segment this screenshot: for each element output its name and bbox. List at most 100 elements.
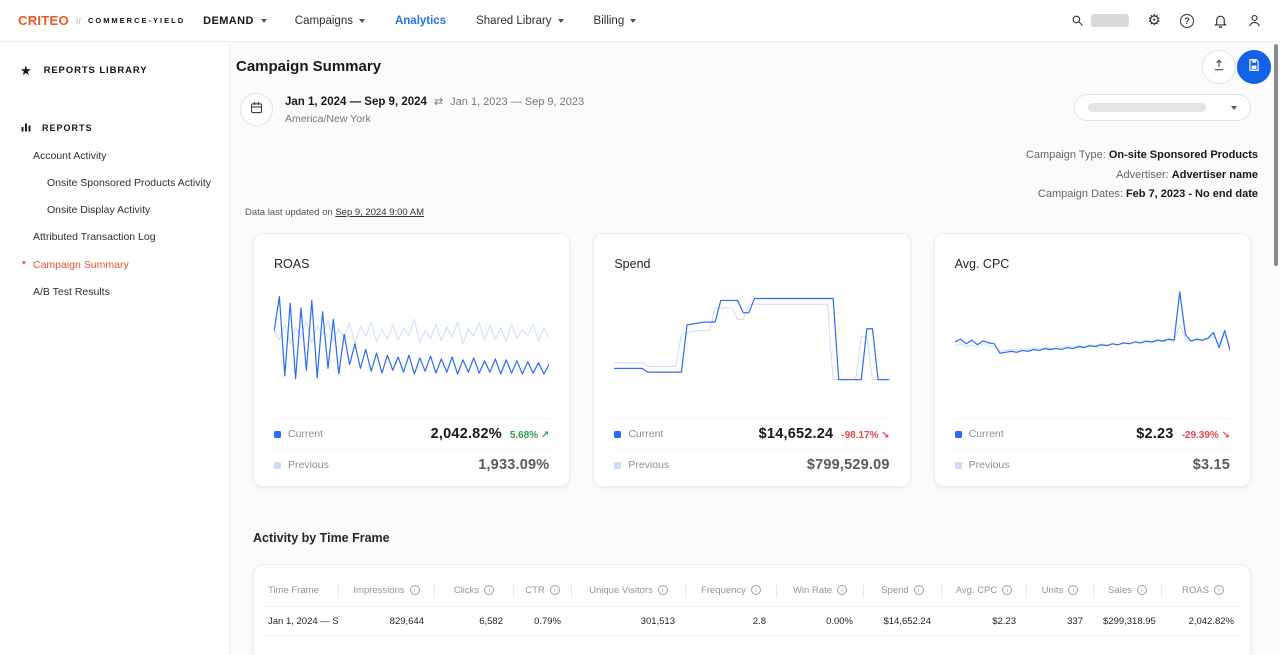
info-icon[interactable]: i bbox=[750, 585, 761, 595]
delta-up-badge: 5.68% ↗ bbox=[509, 430, 550, 441]
sidebar-item-a-b-test-results[interactable]: A/B Test Results bbox=[0, 279, 229, 306]
meta-label: Campaign Dates: bbox=[1037, 188, 1126, 200]
info-icon[interactable]: i bbox=[484, 585, 495, 595]
sidebar-item-label: Campaign Summary bbox=[33, 258, 129, 271]
search-query-redacted[interactable] bbox=[1090, 14, 1129, 27]
last-updated-prefix: Data last updated on bbox=[245, 207, 333, 218]
column-label: Spend bbox=[881, 584, 909, 596]
sidebar-item-onsite-sponsored-products-activity[interactable]: Onsite Sponsored Products Activity bbox=[0, 170, 229, 197]
column-header-spend[interactable]: Spend i bbox=[863, 582, 941, 598]
info-icon[interactable]: i bbox=[1068, 585, 1079, 595]
metric-card-rows: Current $14,652.24 -98.17% ↘ Previous $799,5… bbox=[614, 418, 890, 480]
cell-frequency: 2.8 bbox=[752, 615, 766, 627]
info-icon[interactable]: i bbox=[409, 585, 420, 595]
global-search[interactable] bbox=[1071, 14, 1129, 27]
legend-swatch bbox=[614, 430, 622, 438]
sidebar-item-reports-library[interactable]: ★ REPORTS LIBRARY bbox=[0, 48, 229, 93]
sparkline-spend bbox=[614, 284, 889, 386]
column-label: Win Rate bbox=[792, 584, 833, 596]
bar-chart-icon bbox=[20, 121, 32, 135]
column-header-unique-visitors[interactable]: Unique Visitors i bbox=[571, 582, 685, 598]
legend-swatch bbox=[614, 461, 622, 469]
column-label: CTR bbox=[525, 584, 545, 596]
page-scrollbar[interactable] bbox=[1274, 44, 1278, 266]
column-label: Units bbox=[1041, 584, 1064, 596]
column-header-win-rate[interactable]: Win Rate i bbox=[776, 582, 863, 598]
calendar-icon bbox=[249, 100, 264, 120]
brand-product-name: COMMERCE-YIELD bbox=[87, 16, 186, 25]
help-icon[interactable]: ? bbox=[1180, 13, 1194, 28]
column-label: Impressions bbox=[353, 584, 405, 596]
column-header-roas[interactable]: ROAS i bbox=[1161, 582, 1244, 598]
sidebar-item-label: A/B Test Results bbox=[33, 285, 110, 298]
export-icon bbox=[1212, 58, 1226, 77]
metric-card-avg-cpc: Avg. CPC Current $2.23 -29.39% ↘ Previous $3.… bbox=[933, 233, 1251, 487]
column-header-clicks[interactable]: Clicks i bbox=[434, 582, 513, 598]
sidebar-item-account-activity[interactable]: Account Activity bbox=[0, 143, 229, 170]
demand-dropdown[interactable]: DEMAND bbox=[203, 15, 267, 27]
user-icon[interactable] bbox=[1247, 13, 1262, 28]
info-icon[interactable]: i bbox=[549, 585, 560, 595]
metric-value: 2,042.82% bbox=[430, 426, 502, 442]
metric-previous-row: Previous $799,529.09 bbox=[614, 449, 890, 480]
cell-impressions: 829,644 bbox=[389, 615, 424, 627]
brand-logo[interactable]: CRITEO // COMMERCE-YIELD bbox=[18, 13, 185, 28]
metric-cards-row: ROAS Current 2,042.82% 5.68% ↗ Previous 1,933… bbox=[253, 233, 1251, 487]
main-nav: Campaigns Analytics Shared Library Billing bbox=[295, 15, 637, 27]
main-content: Campaign Summary Jan 1, 2024 — Sep 9, 20… bbox=[230, 42, 1280, 655]
cell-time-frame: Jan 1, 2024 — Se bbox=[268, 615, 338, 627]
reports-list: Account Activity Onsite Sponsored Product… bbox=[0, 143, 229, 306]
cell-clicks: 6,582 bbox=[479, 615, 503, 627]
sidebar-item-label: Account Activity bbox=[33, 150, 107, 162]
header-actions bbox=[1202, 50, 1271, 84]
column-header-ctr[interactable]: CTR i bbox=[513, 582, 571, 598]
column-label: Avg. CPC bbox=[955, 584, 998, 596]
column-header-time-frame[interactable]: Time Frame bbox=[262, 583, 338, 598]
info-icon[interactable]: i bbox=[1002, 585, 1013, 595]
column-header-impressions[interactable]: Impressions i bbox=[338, 582, 434, 598]
info-icon[interactable]: i bbox=[913, 585, 924, 595]
star-icon: ★ bbox=[20, 63, 33, 78]
search-icon bbox=[1071, 14, 1084, 27]
nav-item-label: Analytics bbox=[394, 14, 447, 27]
info-icon[interactable]: i bbox=[837, 585, 848, 595]
sidebar-item-onsite-display-activity[interactable]: Onsite Display Activity bbox=[0, 197, 229, 224]
info-icon[interactable]: i bbox=[1136, 585, 1147, 595]
metric-value-group: $799,529.09 bbox=[807, 457, 890, 473]
export-button[interactable] bbox=[1202, 50, 1236, 84]
save-button[interactable] bbox=[1237, 50, 1271, 84]
nav-item-shared-library[interactable]: Shared Library bbox=[476, 15, 564, 27]
column-label: Unique Visitors bbox=[589, 584, 653, 596]
metric-card-chart bbox=[614, 284, 889, 386]
bell-icon[interactable] bbox=[1213, 13, 1228, 28]
column-header-avg-cpc[interactable]: Avg. CPC i bbox=[941, 582, 1026, 598]
column-label: Sales bbox=[1108, 584, 1132, 596]
previous-date-range: Jan 1, 2023 — Sep 9, 2023 bbox=[450, 95, 585, 108]
column-header-sales[interactable]: Sales i bbox=[1093, 582, 1161, 598]
legend-swatch bbox=[954, 461, 962, 469]
campaign-meta-line: Advertiser: Advertiser name bbox=[1026, 166, 1258, 186]
metric-value-group: $2.23 -29.39% ↘ bbox=[1136, 426, 1230, 442]
column-label: Frequency bbox=[701, 584, 746, 596]
info-icon[interactable]: i bbox=[1213, 585, 1224, 595]
nav-item-billing[interactable]: Billing bbox=[594, 15, 637, 27]
metric-previous-row: Previous 1,933.09% bbox=[274, 449, 550, 480]
chevron-down-icon bbox=[630, 18, 637, 23]
metric-card-title: ROAS bbox=[274, 257, 310, 271]
gear-icon[interactable]: ⚙ bbox=[1147, 12, 1161, 29]
meta-label: Campaign Type: bbox=[1025, 149, 1109, 161]
date-picker-button[interactable] bbox=[240, 93, 273, 126]
column-header-frequency[interactable]: Frequency i bbox=[685, 582, 776, 598]
current-date-range: Jan 1, 2024 — Sep 9, 2024 bbox=[285, 95, 427, 108]
info-icon[interactable]: i bbox=[657, 585, 668, 595]
table-row: Jan 1, 2024 — Se 829,644 6,582 0.79% 301,513… bbox=[262, 607, 1242, 636]
sidebar-item-attributed-transaction-log[interactable]: Attributed Transaction Log bbox=[0, 224, 229, 251]
sidebar-item-campaign-summary[interactable]: • Campaign Summary bbox=[0, 252, 229, 279]
nav-item-analytics[interactable]: Analytics bbox=[395, 15, 446, 27]
save-icon bbox=[1247, 58, 1261, 77]
reports-section-header: REPORTS bbox=[0, 107, 229, 143]
last-updated-date[interactable]: Sep 9, 2024 9:00 AM bbox=[335, 207, 425, 218]
nav-item-campaigns[interactable]: Campaigns bbox=[295, 15, 365, 27]
column-header-units[interactable]: Units i bbox=[1026, 582, 1093, 598]
campaign-selector-dropdown[interactable] bbox=[1074, 94, 1251, 121]
